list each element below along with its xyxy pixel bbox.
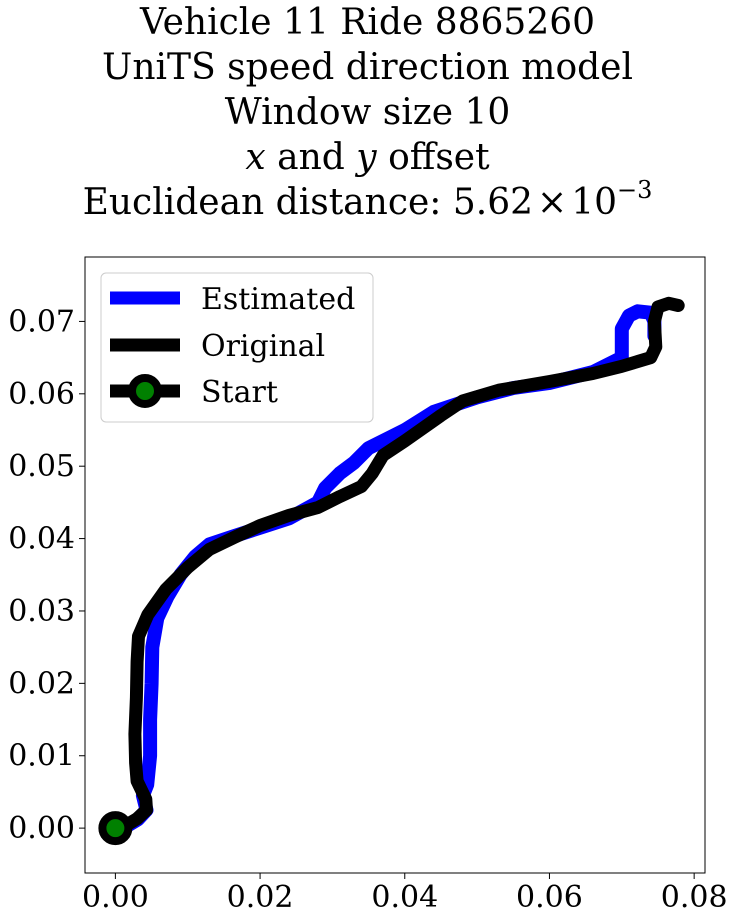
y-tick-label: 0.04 <box>8 522 75 557</box>
x-tick-label: 0.02 <box>227 880 294 915</box>
title-distance-times: × <box>537 182 568 223</box>
y-tick-label: 0.02 <box>8 666 75 701</box>
y-tick-label: 0.03 <box>8 594 75 629</box>
y-tick-label: 0.06 <box>8 377 75 412</box>
title-distance-prefix: Euclidean distance: <box>82 182 453 223</box>
title-line-3: Window size 10 <box>224 92 511 133</box>
y-tick-label: 0.00 <box>8 811 75 846</box>
title-y-var: y <box>356 137 377 178</box>
y-tick-label: 0.05 <box>8 449 75 484</box>
title-line-4: x and y offset <box>0 135 735 180</box>
series-layer <box>98 296 685 846</box>
title-line-2: UniTS speed direction model <box>102 47 633 88</box>
title-x-var: x <box>245 137 266 178</box>
title-line-1: Vehicle 11 Ride 8865260 <box>139 2 596 43</box>
title-line-5: Euclidean distance: 5.62 × 10−3 <box>0 178 735 225</box>
title-offset-suffix: offset <box>376 137 490 178</box>
legend: Estimated Original Start <box>100 272 374 423</box>
x-tick-label: 0.04 <box>371 880 438 915</box>
x-tick-label: 0.00 <box>82 880 149 915</box>
legend-label-original: Original <box>201 329 325 364</box>
plot-frame <box>84 256 706 874</box>
title-and: and <box>265 137 357 178</box>
title-distance-mantissa: 5.62 <box>452 182 534 223</box>
chart-title: Vehicle 11 Ride 8865260 UniTS speed dire… <box>0 0 735 225</box>
x-tick-label: 0.06 <box>516 880 583 915</box>
title-distance-exponent: −3 <box>617 176 653 204</box>
x-tick-label: 0.08 <box>661 880 728 915</box>
title-distance-base: 10 <box>571 182 618 223</box>
legend-label-start: Start <box>201 375 278 410</box>
series-line-original <box>108 296 685 835</box>
start-marker <box>98 811 133 846</box>
legend-label-estimated: Estimated <box>201 282 355 317</box>
axis-layer: 0.00 0.02 0.04 0.06 0.08 0.00 0.01 0.02 0.03 0.04… <box>8 304 727 915</box>
legend-start-marker <box>128 374 162 408</box>
y-tick-label: 0.01 <box>8 739 75 774</box>
y-tick-label: 0.07 <box>8 304 75 339</box>
